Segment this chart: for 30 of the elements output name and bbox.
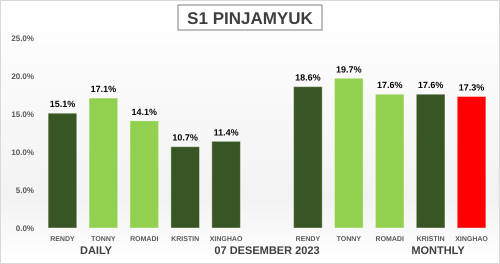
y-tick-label: 25.0% xyxy=(11,34,34,43)
data-label: 18.6% xyxy=(295,72,321,83)
bar xyxy=(334,78,364,228)
bar xyxy=(88,98,118,228)
data-label: 17.1% xyxy=(90,84,116,94)
text: 07 DESEMBER 2023 xyxy=(214,245,320,257)
bar xyxy=(211,140,241,228)
bar xyxy=(293,86,323,228)
bar xyxy=(374,94,405,228)
bar xyxy=(456,96,486,228)
data-label: 17.3% xyxy=(458,82,484,93)
data-label: 17.6% xyxy=(376,80,402,90)
bar xyxy=(170,146,200,228)
data-label: 19.7% xyxy=(336,64,362,74)
y-tick-label: 20.0% xyxy=(11,72,34,81)
bar xyxy=(48,112,78,228)
y-tick-label: 10.0% xyxy=(11,148,34,157)
y-tick-label: 5.0% xyxy=(16,186,34,195)
bar xyxy=(129,120,160,228)
data-label: 17.6% xyxy=(418,80,444,90)
bar xyxy=(416,94,446,228)
data-label: 10.7% xyxy=(172,132,198,143)
text: DAILY xyxy=(80,245,113,257)
text: MONTHLY xyxy=(411,245,466,257)
data-label: 11.4% xyxy=(214,127,239,138)
y-tick-label: 0.0% xyxy=(16,224,34,233)
y-tick-label: 15.0% xyxy=(11,110,34,119)
chart-title: S1 PINJAMYUK xyxy=(187,9,314,28)
data-label: 15.1% xyxy=(50,99,76,110)
data-label: 14.1% xyxy=(132,106,158,117)
